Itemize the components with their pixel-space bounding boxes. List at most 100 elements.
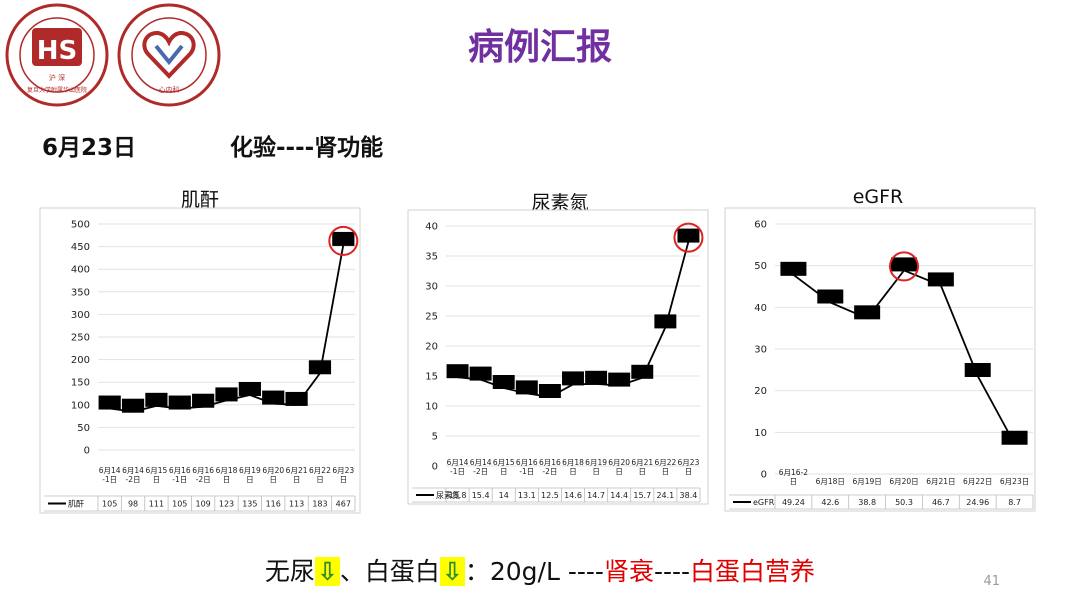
logo-left-bottom: 复旦大学附属华山医院 [27,86,87,94]
x-category-label: 6月14 [447,458,469,467]
y-tick-label: 35 [425,252,438,263]
footer-anuria: 无尿 [264,557,315,586]
bun-chart: 05101520253035406月14-1日6月14-2日6月15日6月16-… [407,209,709,505]
data-point-box [585,370,608,385]
data-point-box [817,289,844,304]
table-value: 49.24 [782,498,805,507]
x-category-label: 日 [293,475,301,484]
hospital-logo: HS 沪 深 复旦大学附属华山医院 [5,3,109,107]
y-tick-label: 50 [754,261,767,272]
y-tick-label: 30 [754,345,767,356]
data-point-box [562,371,584,386]
table-value: 13.1 [518,491,536,500]
y-tick-label: 500 [71,220,90,231]
x-category-label: 6月21 [286,466,308,475]
y-tick-label: 20 [754,386,767,397]
x-category-label: -2日 [196,475,211,484]
y-tick-label: 300 [71,310,90,321]
logo-right-text: 心内科 [159,85,180,94]
data-point-box [891,257,917,272]
table-value: 15.4 [472,491,490,500]
x-category-label: -1日 [450,467,465,476]
table-value: 42.6 [821,498,839,507]
data-point-box [631,364,654,379]
table-value: 109 [195,500,210,509]
chart-panel [407,209,709,505]
data-point-box [654,314,677,329]
x-category-label: 6月18 [216,466,238,475]
x-category-label: -2日 [542,467,557,476]
x-category-label: 6月19 [239,466,261,475]
table-value: 8.7 [1008,498,1021,507]
x-category-label: 6月16 [539,458,561,467]
footer-renal-failure: 肾衰 [603,557,654,586]
x-category-label: 6月22 [309,466,331,475]
egfr-chart: 0 10 20 30 40 50 60 6月16-2日 6月18日 6月19日 6月20日 6月21日… [724,207,1036,512]
x-category-label: 6月15 [493,458,515,467]
y-tick-label: 15 [425,372,438,383]
x-category-label: 日 [662,467,670,476]
table-value: 14.4 [610,491,628,500]
data-point-box [780,261,807,276]
x-category-label: 6月18日 [816,477,845,486]
x-category-label: 6月16 [169,466,191,475]
y-tick-label: 0 [84,446,90,457]
table-value: 50.3 [895,498,913,507]
logo-left-text: 沪 深 [49,73,65,82]
y-tick-label: 50 [77,423,90,434]
data-point-box [238,381,261,396]
x-category-label: 6月14 [99,466,121,475]
highlight-circle [889,251,919,282]
table-value: 135 [242,500,257,509]
x-category-label: 6月23 [332,466,354,475]
data-point-box [515,380,538,395]
data-point-box [446,364,469,379]
table-value: 15.8 [449,491,467,500]
data-point-box [332,231,355,246]
x-category-label: 日 [685,467,693,476]
table-value: 98 [128,500,138,509]
x-category-label: 6月22日 [963,477,992,486]
data-point-box [145,392,168,407]
data-point-box [285,391,308,406]
table-value: 183 [312,500,327,509]
slide-title: 病例汇报 [467,27,612,68]
x-category-label: 6月15 [145,466,167,475]
legend-label: eGFR [753,498,775,507]
data-point-box [854,305,881,320]
x-category-label: 日 [639,467,647,476]
footer-summary: 无尿⇩、白蛋白⇩：20g/L ----肾衰----白蛋白营养 [0,552,1080,588]
x-category-label: 6月19日 [852,477,881,486]
y-tick-label: 60 [754,220,767,231]
data-point-box [215,387,238,402]
y-tick-label: 450 [71,242,90,253]
legend-label: 肌酐 [68,500,84,509]
x-category-label: 日 [269,475,277,484]
data-point-box [469,366,492,381]
table-value: 46.7 [932,498,950,507]
y-tick-label: 40 [754,303,767,314]
y-tick-label: 10 [754,428,767,439]
y-tick-label: 200 [71,355,90,366]
x-category-label: -1日 [102,475,117,484]
footer-albumin: 、白蛋白 [339,557,440,586]
chart-panel [39,207,361,514]
table-value: 15.7 [633,491,651,500]
table-value: 38.4 [680,491,698,500]
down-arrow-icon: ⇩ [314,557,340,586]
creatinine-chart: 0501001502002503003504004505006月14-1日6月1… [39,207,361,514]
table-value: 24.1 [656,491,674,500]
x-category-label: 日 [500,467,508,476]
table-value: 14.7 [587,491,605,500]
x-category-label: 6月14 [122,466,144,475]
table-value: 116 [266,500,281,509]
data-point-box [192,393,215,408]
x-category-label: 6月16-2 [779,468,809,477]
data-point-box [1001,430,1028,445]
y-tick-label: 150 [71,378,90,389]
table-value: 38.8 [858,498,876,507]
highlight-circle [673,222,704,253]
x-category-label: 6月22 [654,458,676,467]
chart-title-bun: 尿素氮 [531,192,589,214]
data-point-box [538,384,561,398]
